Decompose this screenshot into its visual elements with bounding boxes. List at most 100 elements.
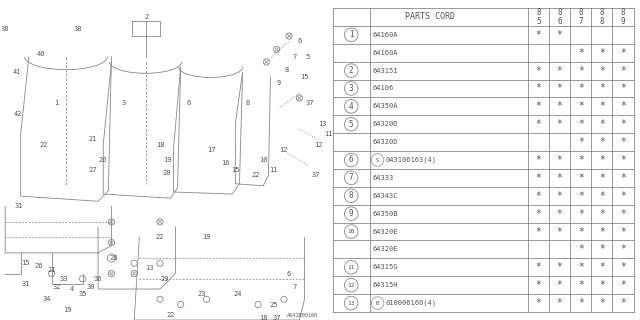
Text: 8
9: 8 9 [621,8,625,26]
Text: *: * [536,155,541,165]
Text: 64106: 64106 [372,85,394,92]
Text: *: * [578,48,584,58]
Text: 38: 38 [73,26,82,32]
Text: 11: 11 [269,167,278,173]
Text: *: * [599,119,605,129]
Text: 37: 37 [305,100,314,106]
Text: *: * [557,101,563,111]
Text: 64160A: 64160A [372,50,398,56]
Text: *: * [620,84,626,93]
Text: 17: 17 [207,147,216,153]
Text: 64350B: 64350B [372,211,398,217]
Text: *: * [599,137,605,147]
Text: 32: 32 [52,284,61,290]
Text: 12: 12 [280,147,288,153]
Text: 64320D: 64320D [372,139,398,145]
Text: 19: 19 [163,157,172,163]
Text: 21: 21 [47,268,56,274]
Text: *: * [536,280,541,290]
Text: *: * [557,155,563,165]
Text: A641B00160: A641B00160 [287,313,318,318]
Text: 42: 42 [13,110,22,116]
Text: 10: 10 [348,229,355,234]
Text: *: * [599,191,605,201]
Text: *: * [620,262,626,272]
Text: 4: 4 [70,286,74,292]
Text: *: * [620,244,626,254]
Text: *: * [578,155,584,165]
Text: 11: 11 [324,131,333,137]
Text: 8: 8 [285,67,289,73]
Text: 13: 13 [348,300,355,306]
Text: 13: 13 [145,265,154,271]
Text: *: * [578,298,584,308]
Text: *: * [620,101,626,111]
Text: *: * [578,119,584,129]
Text: 3: 3 [349,84,353,93]
Text: *: * [557,66,563,76]
Text: 22: 22 [39,141,47,148]
Text: *: * [536,66,541,76]
Text: 35: 35 [78,291,87,297]
Text: *: * [536,173,541,183]
Text: 15: 15 [22,260,30,266]
Text: 23: 23 [197,291,205,297]
Text: 28: 28 [109,255,118,261]
Text: *: * [578,280,584,290]
Text: 25: 25 [269,301,278,308]
Text: 31: 31 [14,204,23,210]
Text: *: * [599,262,605,272]
Text: 8: 8 [246,100,250,106]
Text: *: * [578,262,584,272]
Text: 7: 7 [349,173,353,182]
Text: 5: 5 [349,120,353,129]
Text: *: * [599,155,605,165]
Text: *: * [578,101,584,111]
Text: 34: 34 [42,296,51,302]
Text: *: * [599,209,605,219]
Text: 8
6: 8 6 [557,8,562,26]
Text: 7: 7 [292,284,296,290]
Text: *: * [536,262,541,272]
Text: 10: 10 [259,157,268,163]
Text: 64350A: 64350A [372,103,398,109]
Text: 64315G: 64315G [372,264,398,270]
Text: 37: 37 [273,315,281,320]
Text: *: * [557,280,563,290]
Text: *: * [620,191,626,201]
Text: 15: 15 [231,167,239,173]
Text: 5: 5 [305,54,310,60]
Text: 22: 22 [252,172,260,179]
Text: 64343C: 64343C [372,193,398,199]
Text: *: * [578,227,584,236]
Text: 6: 6 [349,156,353,164]
Text: 19: 19 [202,235,211,240]
Text: 41: 41 [12,69,20,75]
Text: 6: 6 [187,100,191,106]
Text: *: * [599,173,605,183]
Text: 18: 18 [156,141,164,148]
Text: *: * [620,209,626,219]
Text: *: * [536,101,541,111]
Text: *: * [557,262,563,272]
Text: 64315H: 64315H [372,282,398,288]
Text: 26: 26 [35,263,44,269]
Text: 64160A: 64160A [372,32,398,38]
Text: *: * [620,119,626,129]
Text: 3: 3 [122,100,126,106]
Text: 18: 18 [259,315,268,320]
Text: *: * [557,30,563,40]
Text: 26: 26 [99,157,108,163]
Text: 8
8: 8 8 [600,8,604,26]
Text: *: * [599,48,605,58]
Text: *: * [599,101,605,111]
Text: *: * [620,298,626,308]
Text: *: * [557,191,563,201]
Text: 22: 22 [166,312,175,318]
Text: 40: 40 [37,51,45,57]
Text: 4: 4 [349,102,353,111]
Text: *: * [536,84,541,93]
Text: *: * [557,227,563,236]
Text: 9: 9 [276,80,281,85]
Text: 043106163(4): 043106163(4) [386,157,436,163]
